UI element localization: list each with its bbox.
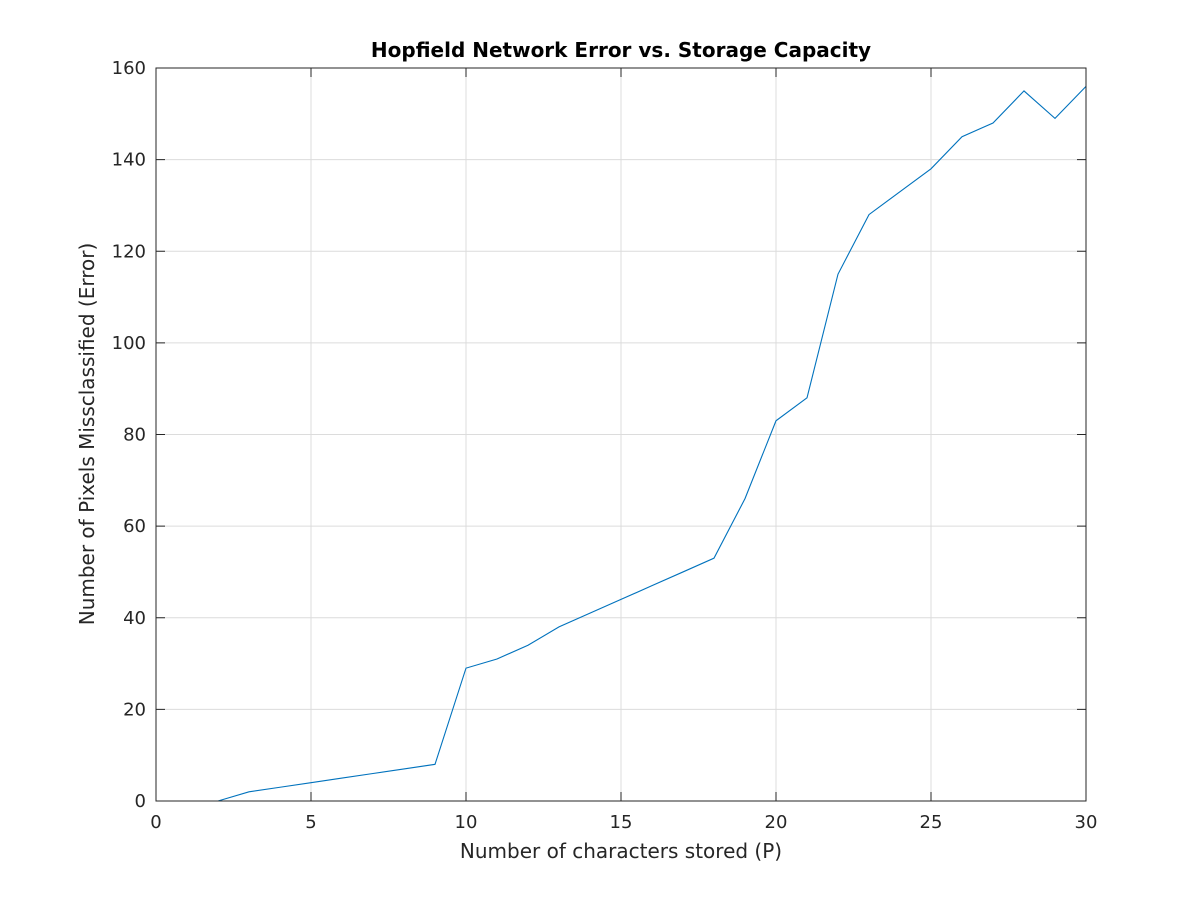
y-tick-label-4: 80 bbox=[123, 425, 146, 446]
y-tick-label-1: 20 bbox=[123, 699, 146, 720]
x-tick-label-5: 25 bbox=[920, 812, 943, 833]
x-tick-label-2: 10 bbox=[455, 812, 478, 833]
y-tick-label-3: 60 bbox=[123, 516, 146, 537]
y-ticks: 0 20 40 60 80 100 120 140 160 bbox=[112, 58, 1086, 812]
y-grid bbox=[156, 159, 1086, 710]
x-tick-label-1: 5 bbox=[305, 812, 316, 833]
x-tick-label-6: 30 bbox=[1075, 812, 1098, 833]
y-axis-label: Number of Pixels Missclassified (Error) bbox=[75, 243, 99, 626]
chart-title: Hopfield Network Error vs. Storage Capac… bbox=[371, 38, 871, 62]
y-tick-label-7: 140 bbox=[112, 150, 146, 171]
x-axis-label: Number of characters stored (P) bbox=[460, 839, 782, 863]
y-tick-label-0: 0 bbox=[135, 791, 146, 812]
series-layer bbox=[187, 85, 1087, 802]
y-tick-label-2: 40 bbox=[123, 608, 146, 629]
series-line-0 bbox=[187, 85, 1087, 802]
y-tick-label-8: 160 bbox=[112, 58, 146, 79]
y-tick-label-6: 120 bbox=[112, 241, 146, 262]
x-tick-label-3: 15 bbox=[610, 812, 633, 833]
x-tick-label-4: 20 bbox=[765, 812, 788, 833]
y-tick-label-5: 100 bbox=[112, 333, 146, 354]
x-tick-label-0: 0 bbox=[150, 812, 161, 833]
x-ticks: 0 5 10 15 20 25 30 bbox=[150, 68, 1097, 833]
